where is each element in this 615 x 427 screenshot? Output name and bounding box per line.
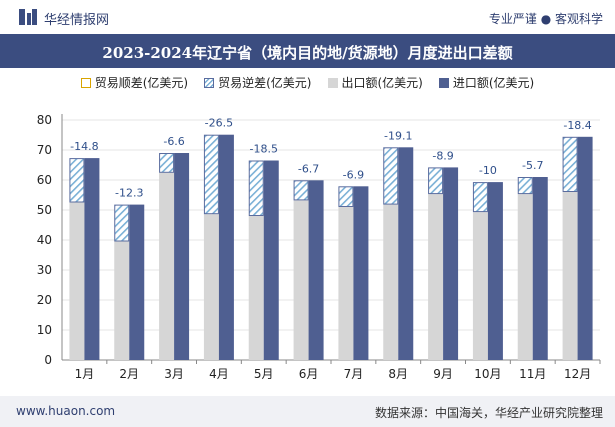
legend-item-surplus: 贸易顺差(亿美元) — [80, 74, 189, 91]
legend-label-deficit: 贸易逆差(亿美元) — [218, 76, 312, 90]
x-tick-label: 6月 — [299, 367, 319, 381]
x-tick-label: 7月 — [344, 367, 364, 381]
x-tick-label: 3月 — [164, 367, 184, 381]
export-bar — [248, 216, 264, 360]
bar-chart: 0 10 20 30 40 50 60 70 80 -14.8 1月 -12.3 2月 -6.6 3月 -2… — [37, 113, 601, 381]
data-label: -6.6 — [163, 135, 184, 148]
chart-legend: 贸易顺差(亿美元) 贸易逆差(亿美元) 出口额(亿美元) 进口额(亿美元) — [0, 74, 615, 91]
data-label: -26.5 — [205, 117, 233, 130]
data-label: -14.8 — [70, 140, 98, 153]
deficit-bar — [248, 160, 264, 216]
y-tick-label: 20 — [37, 293, 52, 307]
x-tick-label: 1月 — [75, 367, 95, 381]
deficit-bar — [293, 180, 309, 201]
x-tick-label: 11月 — [519, 367, 546, 381]
export-bar — [114, 241, 130, 360]
import-bar — [308, 180, 324, 360]
y-tick-label: 40 — [37, 233, 52, 247]
title-bar: 2023-2024年辽宁省（境内目的地/货源地）月度进出口差额 — [0, 34, 615, 68]
deficit-bar — [428, 167, 444, 195]
deficit-bar — [383, 147, 399, 205]
legend-swatch-deficit — [204, 77, 215, 88]
chart-title: 2023-2024年辽宁省（境内目的地/货源地）月度进出口差额 — [102, 44, 513, 62]
export-bar — [428, 194, 444, 360]
deficit-bar — [517, 177, 533, 195]
logo-icon — [19, 9, 37, 25]
import-bar — [129, 204, 145, 360]
export-bar — [338, 207, 354, 360]
import-bar — [263, 160, 279, 360]
deficit-bar — [472, 182, 488, 213]
import-bar — [577, 136, 593, 360]
x-tick-label: 10月 — [474, 367, 501, 381]
y-tick-label: 70 — [37, 143, 52, 157]
legend-item-export: 出口额(亿美元) — [327, 74, 423, 91]
top-bar: 华经情报网 专业严谨 ● 客观科学 — [0, 0, 615, 34]
tagline: 专业严谨 ● 客观科学 — [488, 12, 603, 26]
import-bar — [487, 182, 503, 360]
x-tick-label: 12月 — [564, 367, 591, 381]
brand-name: 华经情报网 — [44, 13, 110, 28]
y-tick-label: 50 — [37, 203, 52, 217]
legend-swatch-import — [438, 77, 449, 88]
y-tick-label: 60 — [37, 173, 52, 187]
deficit-bar — [69, 158, 85, 203]
x-tick-label: 4月 — [209, 367, 229, 381]
export-bar — [562, 192, 578, 360]
legend-swatch-export — [327, 77, 338, 88]
legend-item-import: 进口额(亿美元) — [438, 74, 535, 91]
export-bar — [159, 172, 175, 360]
deficit-bar — [159, 153, 175, 173]
data-label: -5.7 — [522, 159, 543, 172]
import-bar — [218, 134, 234, 360]
y-tick-label: 80 — [37, 113, 52, 127]
deficit-bar — [562, 136, 578, 192]
deficit-bar — [338, 186, 354, 208]
export-bar — [69, 202, 85, 360]
import-bar — [398, 147, 414, 360]
data-label: -6.7 — [298, 162, 319, 175]
legend-item-deficit: 贸易逆差(亿美元) — [204, 74, 312, 91]
legend-label-surplus: 贸易顺差(亿美元) — [94, 76, 189, 90]
y-tick-label: 10 — [37, 323, 52, 337]
import-bar — [174, 153, 190, 360]
legend-label-import: 进口额(亿美元) — [452, 76, 535, 90]
website-link[interactable]: www.huaon.com — [16, 404, 116, 418]
import-bar — [353, 186, 369, 360]
export-bar — [383, 204, 399, 360]
legend-swatch-surplus — [80, 77, 91, 88]
export-bar — [203, 214, 219, 360]
import-bar — [443, 167, 459, 360]
data-label: -12.3 — [115, 187, 143, 200]
x-tick-label: 2月 — [119, 367, 139, 381]
data-label: -18.5 — [250, 143, 278, 156]
deficit-bar — [203, 134, 219, 215]
x-tick-label: 9月 — [433, 367, 453, 381]
data-label: -10 — [479, 164, 497, 177]
import-bar — [532, 177, 548, 360]
data-label: -8.9 — [432, 149, 453, 162]
data-label: -18.4 — [563, 119, 591, 132]
export-bar — [517, 194, 533, 360]
export-bar — [472, 212, 488, 360]
export-bar — [293, 200, 309, 360]
legend-label-export: 出口额(亿美元) — [341, 76, 423, 90]
x-tick-label: 8月 — [388, 367, 408, 381]
data-label: -6.9 — [343, 168, 364, 181]
data-source: 数据来源：中国海关，华经产业研究院整理 — [374, 406, 603, 420]
import-bar — [84, 158, 100, 360]
deficit-bar — [114, 204, 130, 242]
x-tick-label: 5月 — [254, 367, 274, 381]
footer: www.huaon.com 数据来源：中国海关，华经产业研究院整理 — [0, 396, 615, 427]
data-label: -19.1 — [384, 129, 412, 142]
y-tick-label: 0 — [44, 353, 52, 367]
y-tick-label: 30 — [37, 263, 52, 277]
